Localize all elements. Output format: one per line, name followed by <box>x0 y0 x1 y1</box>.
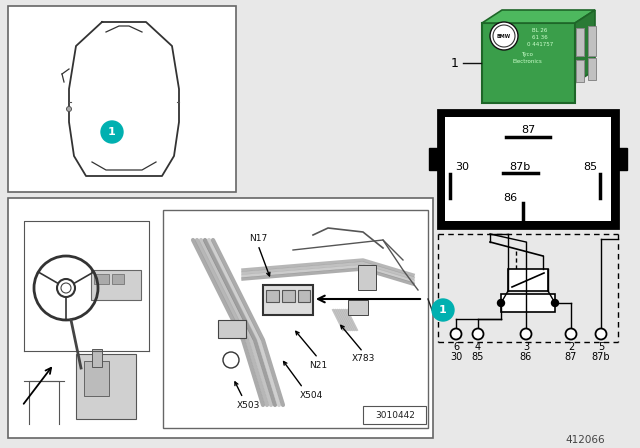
Bar <box>263 285 313 315</box>
Text: 86: 86 <box>520 352 532 362</box>
Bar <box>348 300 368 315</box>
Bar <box>8 6 236 192</box>
Circle shape <box>472 328 483 340</box>
Bar <box>588 58 596 80</box>
Text: X504: X504 <box>300 391 323 400</box>
Bar <box>576 28 584 56</box>
Text: 4: 4 <box>475 342 481 352</box>
Circle shape <box>451 328 461 340</box>
Text: 5: 5 <box>598 342 604 352</box>
Bar <box>218 320 246 338</box>
Circle shape <box>566 328 577 340</box>
Text: Tyco: Tyco <box>521 52 533 56</box>
Text: 1: 1 <box>439 305 447 315</box>
Circle shape <box>57 279 75 297</box>
Text: 61 36: 61 36 <box>532 34 548 39</box>
Bar <box>445 117 611 221</box>
Bar <box>588 26 596 56</box>
Text: 1: 1 <box>451 56 459 69</box>
Bar <box>363 406 426 424</box>
Circle shape <box>67 107 72 112</box>
Text: X783: X783 <box>351 353 374 362</box>
Bar <box>91 270 141 300</box>
Text: 87b: 87b <box>592 352 611 362</box>
Circle shape <box>520 328 531 340</box>
Bar <box>282 290 295 302</box>
Bar <box>112 274 124 284</box>
Bar <box>576 60 584 82</box>
Text: 86: 86 <box>503 193 517 203</box>
Text: 85: 85 <box>583 162 597 172</box>
Bar <box>438 110 618 228</box>
Bar <box>76 354 136 419</box>
Bar <box>298 290 310 302</box>
Text: 2: 2 <box>568 342 574 352</box>
Text: BL 26: BL 26 <box>532 27 548 33</box>
Polygon shape <box>575 10 595 83</box>
Bar <box>94 274 109 284</box>
Text: 85: 85 <box>472 352 484 362</box>
Bar <box>266 290 279 302</box>
Circle shape <box>493 25 515 47</box>
Text: 87: 87 <box>521 125 535 135</box>
Bar <box>8 198 433 438</box>
Text: BMW: BMW <box>497 34 511 39</box>
Text: 3: 3 <box>523 342 529 352</box>
Bar <box>617 148 627 170</box>
Circle shape <box>432 299 454 321</box>
Text: Electronics: Electronics <box>512 59 542 64</box>
Circle shape <box>101 121 123 143</box>
Bar <box>429 148 439 170</box>
Circle shape <box>61 283 71 293</box>
Text: 0 441757: 0 441757 <box>527 42 553 47</box>
Text: 30: 30 <box>450 352 462 362</box>
Bar <box>358 265 376 290</box>
Text: 3010442: 3010442 <box>375 410 415 419</box>
Text: 87b: 87b <box>509 162 531 172</box>
Bar <box>84 361 109 396</box>
Circle shape <box>497 300 504 306</box>
Text: N21: N21 <box>309 361 327 370</box>
Circle shape <box>552 300 559 306</box>
Text: X503: X503 <box>236 401 260 409</box>
Text: 87: 87 <box>565 352 577 362</box>
Circle shape <box>595 328 607 340</box>
Bar <box>508 269 548 291</box>
Bar <box>163 210 428 428</box>
Polygon shape <box>482 10 595 23</box>
Circle shape <box>490 22 518 50</box>
Circle shape <box>223 352 239 368</box>
Text: 6: 6 <box>453 342 459 352</box>
Bar <box>92 349 102 367</box>
Bar <box>501 294 555 312</box>
Bar <box>482 23 575 103</box>
Text: 1: 1 <box>108 127 116 137</box>
Text: 412066: 412066 <box>565 435 605 445</box>
Text: 30: 30 <box>455 162 469 172</box>
Text: N17: N17 <box>249 233 267 242</box>
